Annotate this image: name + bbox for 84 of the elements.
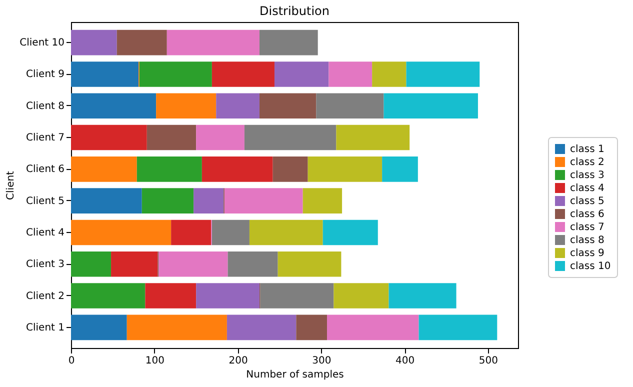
bar <box>166 30 260 56</box>
legend-label: class 1 <box>570 144 604 155</box>
x-tick-label: 200 <box>228 356 248 366</box>
bar <box>406 62 480 87</box>
bar <box>308 156 382 182</box>
y-tick-label: Client 9 <box>26 69 64 80</box>
bar <box>334 283 389 308</box>
bar <box>212 220 250 246</box>
y-tick-label: Client 1 <box>26 322 64 334</box>
bar <box>71 124 147 150</box>
bar <box>126 314 227 340</box>
bar <box>302 188 342 214</box>
y-tick-label: Client 8 <box>26 100 64 112</box>
x-tick-label: 0 <box>68 356 75 366</box>
bar <box>244 124 336 150</box>
bar <box>145 283 196 308</box>
bar <box>296 314 328 340</box>
bar <box>111 251 158 277</box>
legend-label: class 4 <box>570 183 604 194</box>
y-tick-label: Client 7 <box>26 132 64 144</box>
bar <box>194 188 224 214</box>
bar <box>328 62 372 87</box>
legend-label: class 8 <box>570 235 604 246</box>
bar <box>372 62 406 87</box>
bar <box>139 62 212 87</box>
x-axis-title: Number of samples <box>246 370 344 380</box>
bar <box>156 93 216 119</box>
bar <box>259 30 318 56</box>
x-tick-label: 300 <box>312 356 332 366</box>
legend-label: class 6 <box>570 209 604 220</box>
legend-label: class 7 <box>570 222 604 233</box>
bar <box>71 314 127 340</box>
legend-label: class 2 <box>570 157 604 168</box>
bar <box>272 156 308 182</box>
bar <box>71 156 137 182</box>
bar <box>116 30 167 56</box>
bar <box>418 314 498 340</box>
y-tick-label: Client 3 <box>26 259 64 270</box>
x-tick-label: 400 <box>396 356 415 366</box>
bar <box>212 62 274 87</box>
bar <box>71 283 146 308</box>
y-axis-title: Client <box>6 170 17 200</box>
bar <box>384 93 478 119</box>
bar <box>226 314 296 340</box>
y-tick-label: Client 6 <box>26 164 64 176</box>
bar <box>71 93 156 119</box>
y-tick-label: Client 5 <box>26 196 64 207</box>
y-tick-label: Client 10 <box>20 38 64 49</box>
bar <box>202 156 273 182</box>
bar <box>260 283 334 308</box>
bar <box>316 93 384 119</box>
bar <box>146 124 196 150</box>
bar <box>274 62 329 87</box>
bar <box>71 220 172 246</box>
y-tick-label: Client 4 <box>26 227 64 238</box>
bar <box>224 188 303 214</box>
legend-label: class 9 <box>570 248 604 259</box>
bar <box>196 124 244 150</box>
bar <box>336 124 410 150</box>
legend-label: class 10 <box>570 261 611 272</box>
bar <box>228 251 278 277</box>
bar <box>71 30 117 56</box>
bar <box>216 93 260 119</box>
bar <box>278 251 342 277</box>
bar <box>71 62 139 87</box>
bar <box>71 251 112 277</box>
chart-title: Distribution <box>259 4 330 18</box>
bar <box>259 93 316 119</box>
bar <box>327 314 419 340</box>
bar <box>388 283 456 308</box>
bar <box>158 251 228 277</box>
bar <box>171 220 212 246</box>
bar <box>249 220 323 246</box>
bar <box>196 283 260 308</box>
y-tick-label: Client 2 <box>26 290 64 302</box>
legend-label: class 5 <box>570 196 604 207</box>
bar <box>382 156 418 182</box>
x-tick-label: 500 <box>478 356 498 366</box>
bar <box>71 188 142 214</box>
x-tick-label: 100 <box>145 356 164 366</box>
bar <box>142 188 194 214</box>
legend-label: class 3 <box>570 170 604 181</box>
bar <box>136 156 202 182</box>
bar <box>322 220 378 246</box>
